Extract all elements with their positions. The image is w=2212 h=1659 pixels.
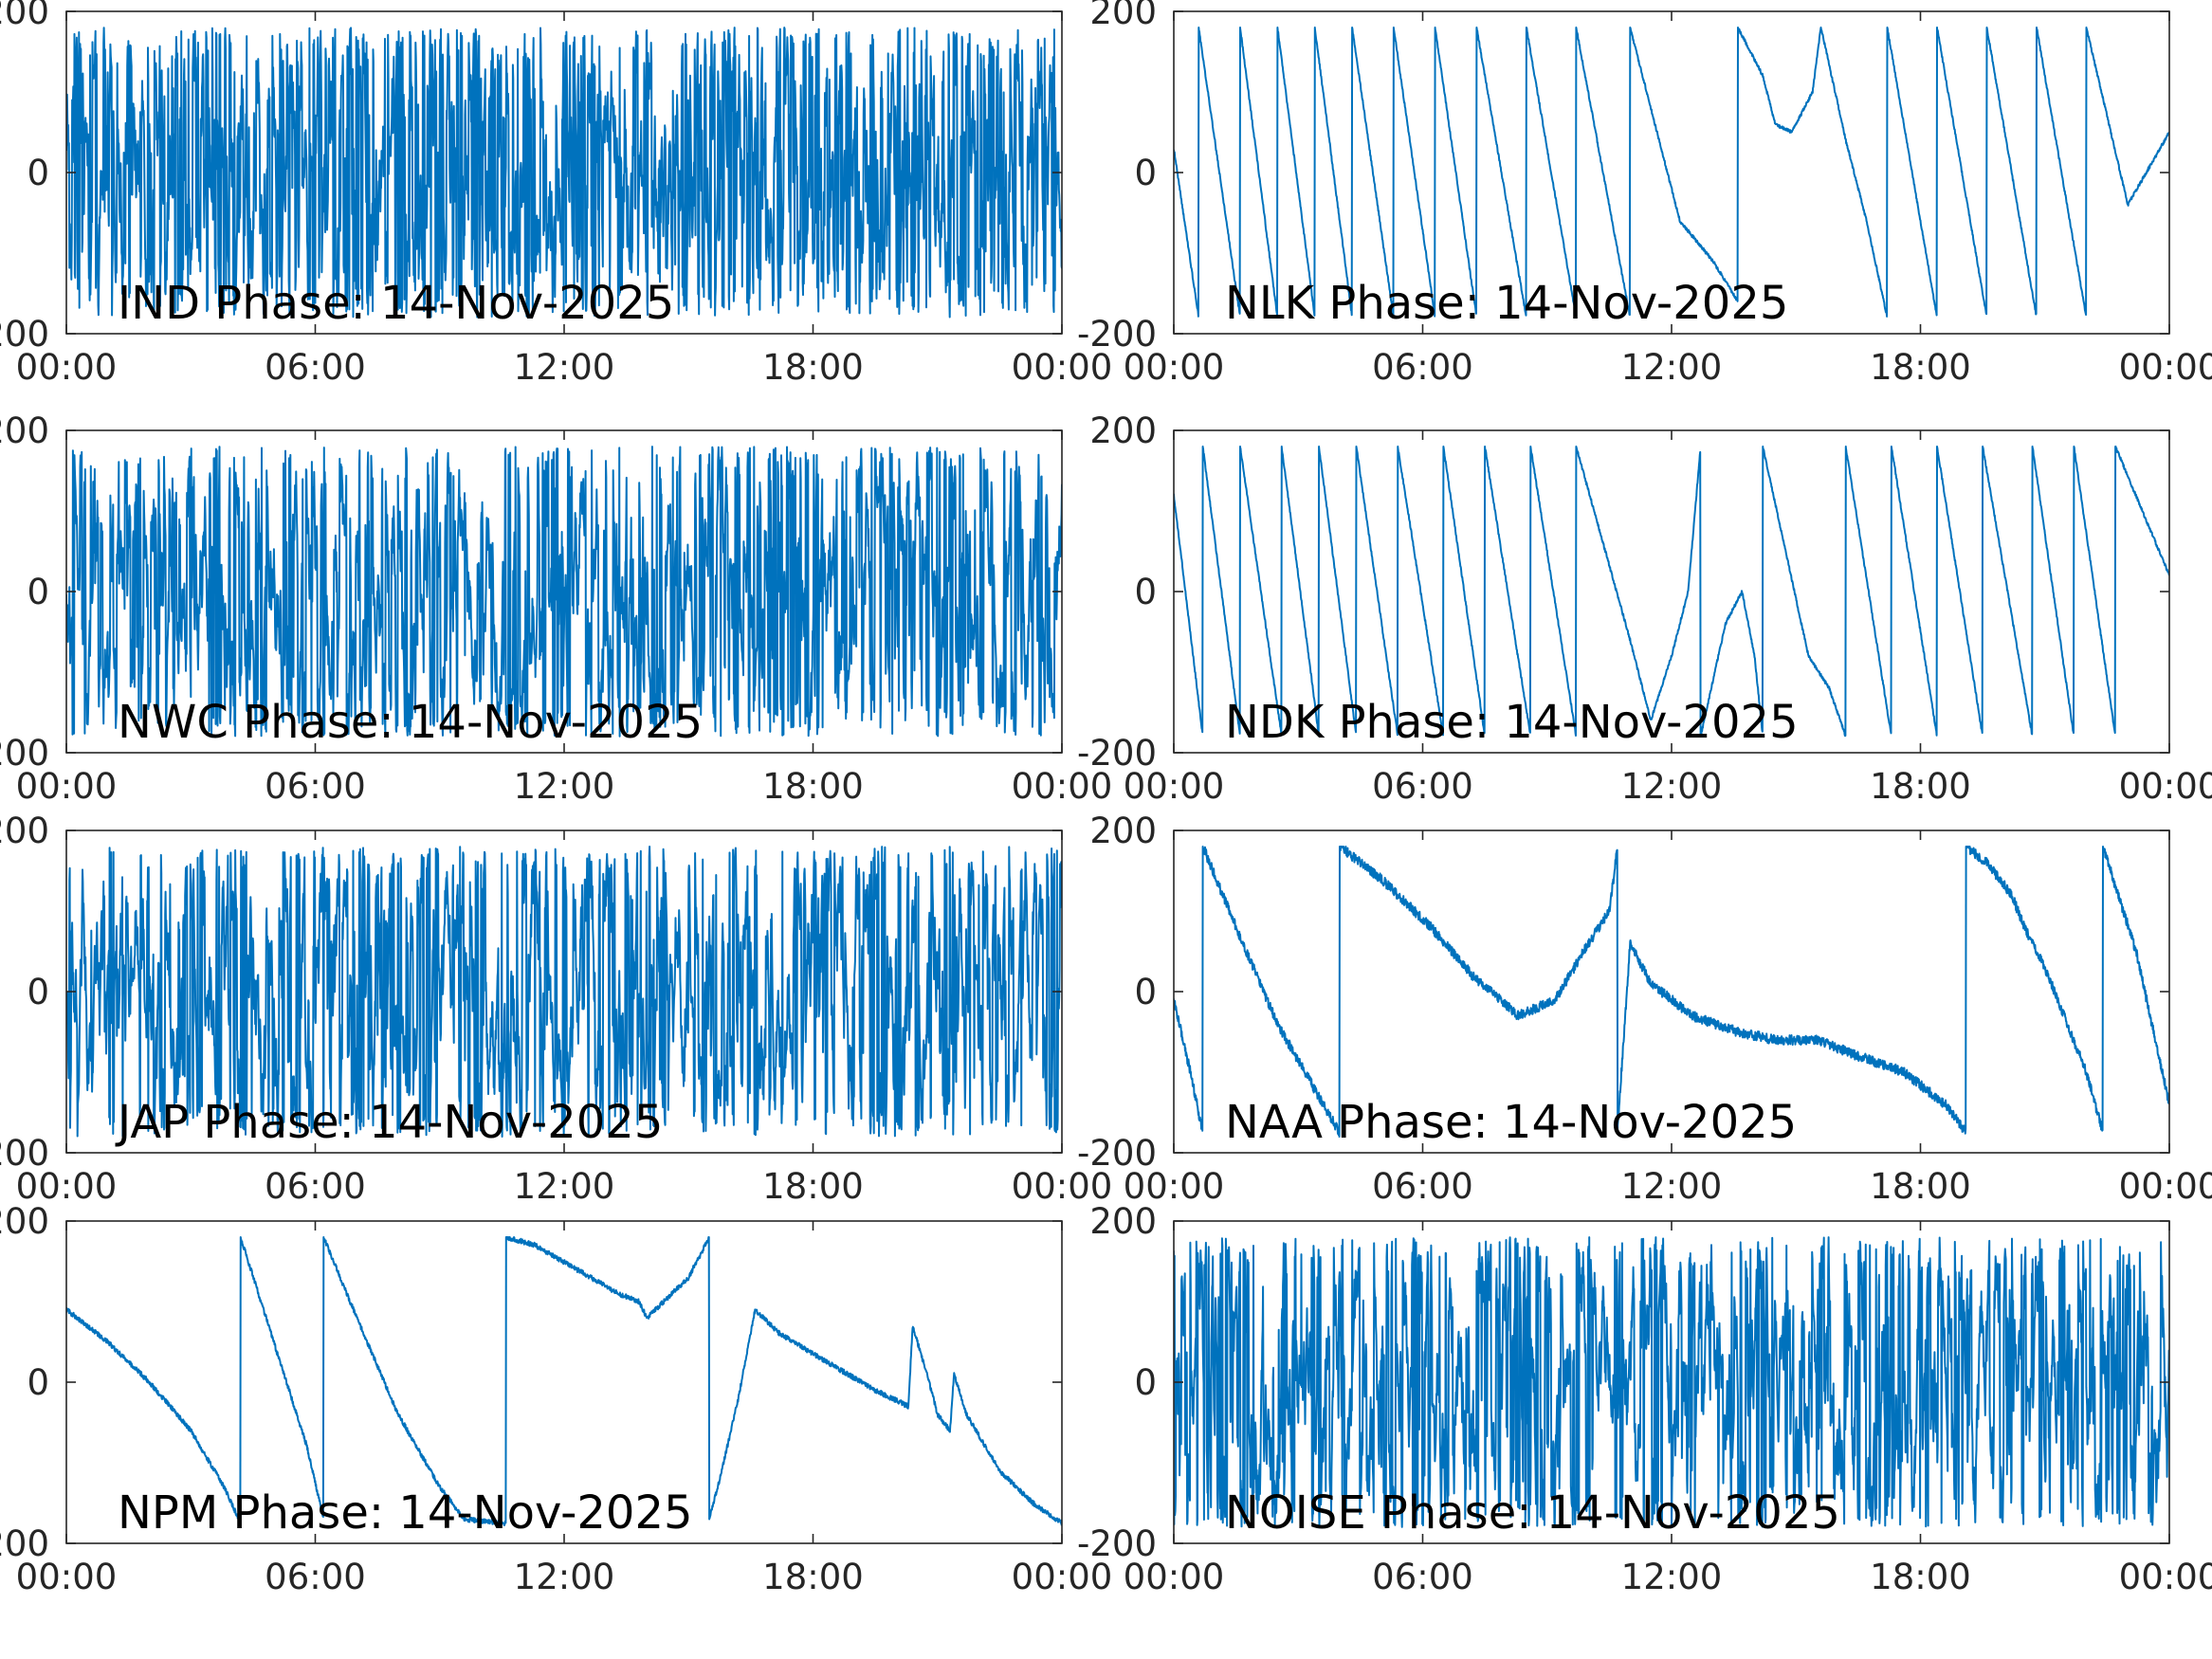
x-tick-label: 06:00 bbox=[265, 1557, 366, 1597]
phase-annotation: NLK Phase: 14-Nov-2025 bbox=[1225, 277, 1788, 330]
x-tick-label: 00:00 bbox=[1012, 1166, 1113, 1207]
x-tick-label: 18:00 bbox=[762, 1166, 864, 1207]
x-tick-label: 06:00 bbox=[1372, 347, 1473, 388]
phase-annotation: NWC Phase: 14-Nov-2025 bbox=[118, 696, 703, 749]
series-line bbox=[66, 1236, 1062, 1526]
phase-annotation: NOISE Phase: 14-Nov-2025 bbox=[1225, 1486, 1840, 1540]
x-tick-label: 00:00 bbox=[1012, 766, 1113, 807]
x-tick-label: 00:00 bbox=[1124, 1166, 1225, 1207]
y-tick-label: -200 bbox=[1077, 1133, 1157, 1174]
x-tick-label: 12:00 bbox=[1621, 766, 1723, 807]
y-tick-label: -200 bbox=[0, 733, 49, 774]
x-tick-label: 06:00 bbox=[1372, 766, 1473, 807]
x-tick-label: 06:00 bbox=[265, 347, 366, 388]
y-tick-label: 200 bbox=[1089, 811, 1157, 851]
x-tick-label: 12:00 bbox=[514, 347, 615, 388]
y-tick-label: -200 bbox=[0, 1523, 49, 1564]
y-tick-label: -200 bbox=[1077, 1523, 1157, 1564]
x-tick-label: 06:00 bbox=[265, 766, 366, 807]
y-tick-label: -200 bbox=[1077, 314, 1157, 355]
x-tick-label: 00:00 bbox=[1124, 1557, 1225, 1597]
y-tick-label: 0 bbox=[1134, 153, 1157, 193]
series-line bbox=[66, 27, 1062, 319]
series-line bbox=[1174, 1236, 2169, 1528]
y-tick-label: -200 bbox=[0, 314, 49, 355]
x-tick-label: 00:00 bbox=[1124, 766, 1225, 807]
phase-annotation: NDK Phase: 14-Nov-2025 bbox=[1225, 696, 1799, 749]
x-tick-label: 18:00 bbox=[1870, 347, 1971, 388]
x-tick-label: 00:00 bbox=[2119, 347, 2212, 388]
y-tick-label: 200 bbox=[1089, 1201, 1157, 1242]
y-tick-label: -200 bbox=[1077, 733, 1157, 774]
x-tick-label: 12:00 bbox=[1621, 1557, 1723, 1597]
x-tick-label: 12:00 bbox=[514, 1557, 615, 1597]
x-tick-label: 00:00 bbox=[2119, 1166, 2212, 1207]
x-tick-label: 06:00 bbox=[265, 1166, 366, 1207]
x-tick-label: 12:00 bbox=[1621, 1166, 1723, 1207]
x-tick-label: 00:00 bbox=[16, 347, 118, 388]
x-tick-label: 18:00 bbox=[762, 766, 864, 807]
x-tick-label: 00:00 bbox=[16, 766, 118, 807]
y-tick-label: 0 bbox=[27, 1362, 49, 1403]
x-tick-label: 18:00 bbox=[1870, 1166, 1971, 1207]
y-tick-label: 0 bbox=[1134, 1362, 1157, 1403]
y-tick-label: -200 bbox=[0, 1133, 49, 1174]
x-tick-label: 18:00 bbox=[1870, 766, 1971, 807]
phase-annotation: JAP Phase: 14-Nov-2025 bbox=[115, 1096, 663, 1149]
x-tick-label: 00:00 bbox=[1012, 347, 1113, 388]
y-tick-label: 200 bbox=[0, 811, 49, 851]
x-tick-label: 00:00 bbox=[1124, 347, 1225, 388]
phase-annotation: NAA Phase: 14-Nov-2025 bbox=[1225, 1096, 1797, 1149]
x-tick-label: 00:00 bbox=[1012, 1557, 1113, 1597]
x-tick-label: 12:00 bbox=[514, 1166, 615, 1207]
x-tick-label: 00:00 bbox=[2119, 1557, 2212, 1597]
x-tick-label: 06:00 bbox=[1372, 1557, 1473, 1597]
y-tick-label: 200 bbox=[1089, 0, 1157, 32]
y-tick-label: 0 bbox=[27, 153, 49, 193]
y-tick-label: 0 bbox=[1134, 572, 1157, 612]
y-tick-label: 200 bbox=[0, 1201, 49, 1242]
series-line bbox=[66, 446, 1062, 738]
y-tick-label: 0 bbox=[1134, 972, 1157, 1012]
phase-annotation: NPM Phase: 14-Nov-2025 bbox=[118, 1486, 693, 1540]
x-tick-label: 12:00 bbox=[514, 766, 615, 807]
x-tick-label: 12:00 bbox=[1621, 347, 1723, 388]
x-tick-label: 06:00 bbox=[1372, 1166, 1473, 1207]
y-tick-label: 200 bbox=[0, 0, 49, 32]
series-line bbox=[1174, 846, 2169, 1138]
phase-annotation: IND Phase: 14-Nov-2025 bbox=[118, 277, 674, 330]
x-tick-label: 00:00 bbox=[2119, 766, 2212, 807]
series-line bbox=[1174, 27, 2169, 318]
y-tick-label: 0 bbox=[27, 572, 49, 612]
x-tick-label: 00:00 bbox=[16, 1557, 118, 1597]
y-tick-label: 0 bbox=[27, 972, 49, 1012]
x-tick-label: 18:00 bbox=[762, 1557, 864, 1597]
y-tick-label: 200 bbox=[1089, 410, 1157, 451]
x-tick-label: 18:00 bbox=[762, 347, 864, 388]
series-line bbox=[1174, 446, 2169, 738]
series-line bbox=[66, 846, 1062, 1138]
x-tick-label: 18:00 bbox=[1870, 1557, 1971, 1597]
y-tick-label: 200 bbox=[0, 410, 49, 451]
x-tick-label: 00:00 bbox=[16, 1166, 118, 1207]
